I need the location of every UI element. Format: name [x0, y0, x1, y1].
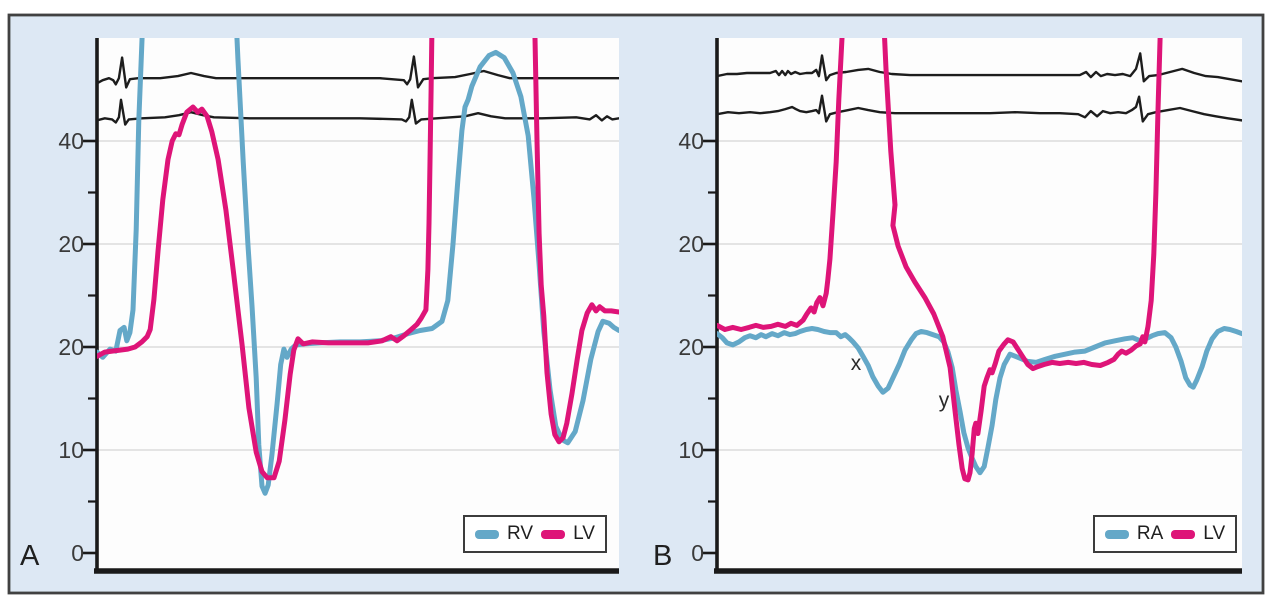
- ra-pressure-curve: [717, 326, 1242, 476]
- panel-A: [83, 38, 619, 574]
- ecg-lead-1-curve: [717, 52, 1242, 83]
- ecg-lead-2-curve: [97, 98, 619, 126]
- lv-pressure-curve: [97, 38, 619, 481]
- lv-pressure-curve: [717, 38, 1163, 483]
- ecg-lead-2-curve: [717, 94, 1242, 123]
- panel-B: [703, 38, 1242, 574]
- plot-area: [717, 38, 1242, 571]
